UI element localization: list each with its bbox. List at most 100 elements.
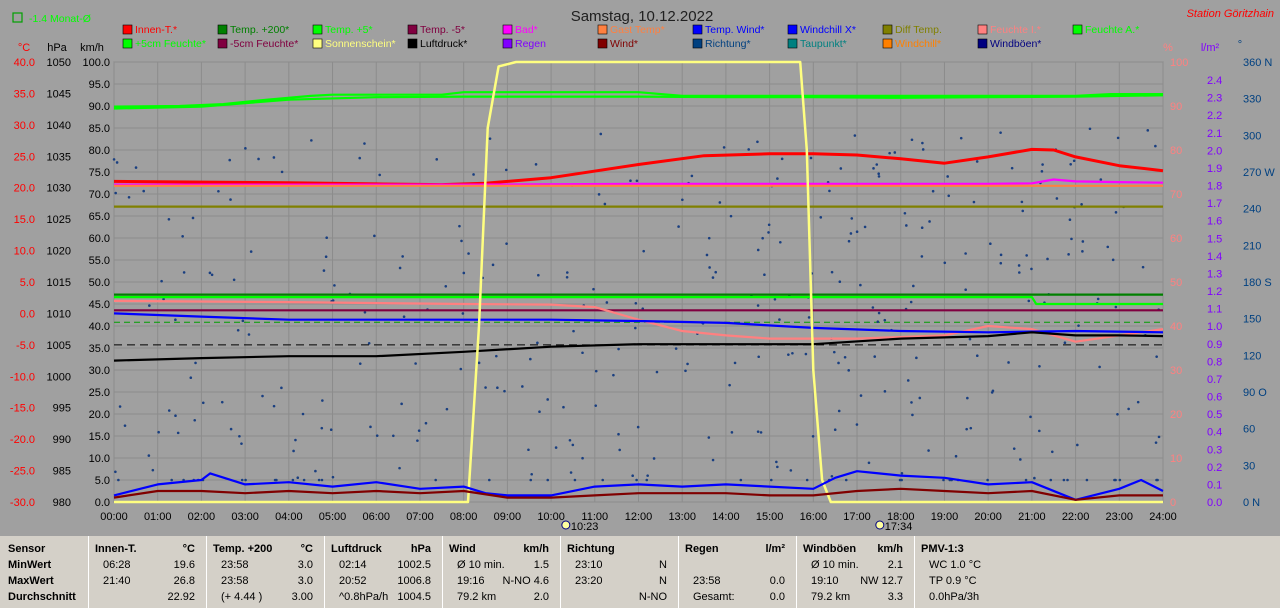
direction-point bbox=[1049, 478, 1053, 482]
direction-point bbox=[565, 276, 569, 279]
direction-point bbox=[1154, 144, 1157, 148]
direction-point bbox=[247, 333, 251, 336]
direction-point bbox=[828, 189, 831, 193]
direction-tick-label: 0 N bbox=[1243, 497, 1260, 509]
direction-point bbox=[849, 232, 853, 235]
x-tick-label: 13:00 bbox=[668, 511, 696, 523]
block-value: 22.92 bbox=[167, 591, 195, 603]
series-line bbox=[114, 178, 1164, 186]
direction-point bbox=[565, 271, 569, 274]
direction-point bbox=[435, 158, 439, 161]
direction-point bbox=[975, 160, 979, 163]
speed-tick-label: 15.0 bbox=[89, 431, 110, 443]
direction-point bbox=[1010, 166, 1014, 170]
block-value-label: 23:58 bbox=[221, 575, 249, 587]
legend-label: Diff Temp. bbox=[895, 24, 942, 36]
direction-point bbox=[867, 461, 871, 465]
station-name: Station Göritzhain bbox=[1187, 8, 1274, 20]
temp-tick-label: 40.0 bbox=[14, 57, 35, 69]
direction-point bbox=[392, 434, 395, 438]
direction-point bbox=[117, 478, 120, 482]
direction-point bbox=[569, 471, 573, 474]
legend-swatch bbox=[597, 24, 608, 35]
legend-swatch bbox=[1072, 24, 1083, 35]
direction-point bbox=[581, 456, 584, 460]
speed-tick-label: 90.0 bbox=[89, 101, 110, 113]
percent-tick-label: 100 bbox=[1170, 57, 1188, 69]
direction-point bbox=[529, 357, 532, 361]
direction-point bbox=[905, 224, 908, 227]
direction-point bbox=[707, 436, 711, 439]
direction-point bbox=[807, 316, 811, 319]
direction-point bbox=[707, 236, 711, 240]
direction-point bbox=[1088, 127, 1092, 131]
direction-point bbox=[1063, 341, 1067, 344]
direction-point bbox=[903, 211, 907, 215]
legend-swatch bbox=[882, 38, 893, 49]
direction-point bbox=[434, 478, 437, 482]
direction-point bbox=[240, 478, 244, 482]
direction-point bbox=[686, 362, 689, 366]
direction-point bbox=[322, 269, 326, 272]
row-label-min: MinWert bbox=[8, 559, 52, 571]
direction-point bbox=[331, 475, 335, 479]
direction-point bbox=[714, 270, 718, 274]
direction-point bbox=[832, 350, 836, 354]
direction-point bbox=[1055, 197, 1059, 200]
direction-point bbox=[1085, 478, 1089, 482]
direction-point bbox=[1070, 237, 1073, 241]
direction-point bbox=[373, 234, 376, 238]
rain-tick-label: 0.1 bbox=[1207, 479, 1222, 491]
temp-tick-label: 15.0 bbox=[14, 214, 35, 226]
direction-point bbox=[534, 163, 538, 166]
direction-point bbox=[174, 318, 177, 321]
direction-point bbox=[888, 151, 891, 155]
direction-point bbox=[114, 470, 117, 474]
block-value: N bbox=[659, 575, 667, 587]
direction-point bbox=[893, 151, 897, 154]
direction-point bbox=[1067, 253, 1070, 256]
direction-tick-label: 150 bbox=[1243, 314, 1261, 326]
direction-point bbox=[488, 137, 492, 140]
direction-point bbox=[238, 434, 241, 438]
direction-point bbox=[931, 189, 935, 193]
direction-point bbox=[910, 401, 913, 404]
direction-point bbox=[167, 218, 171, 221]
x-tick-label: 07:00 bbox=[406, 511, 434, 523]
sunset-marker: 17:34 bbox=[885, 521, 913, 533]
direction-point bbox=[853, 134, 857, 137]
table-block: PMV-1:3 WC 1.0 °C TP 0.9 °C 0.0hPa/3h bbox=[914, 536, 1035, 608]
direction-point bbox=[942, 478, 945, 482]
speed-tick-label: 0.0 bbox=[95, 497, 110, 509]
pressure-tick-label: 1020 bbox=[47, 246, 71, 258]
legend-label: Bad* bbox=[515, 24, 538, 36]
direction-point bbox=[756, 248, 760, 252]
direction-point bbox=[291, 478, 295, 482]
table-block: Richtung 23:10 N 23:20 N N-NO bbox=[560, 536, 675, 608]
speed-tick-label: 5.0 bbox=[95, 475, 110, 487]
direction-point bbox=[546, 398, 549, 401]
direction-tick-label: 180 S bbox=[1243, 277, 1272, 289]
rain-tick-label: 2.3 bbox=[1207, 93, 1222, 105]
direction-tick-label: 210 bbox=[1243, 240, 1261, 252]
direction-point bbox=[1081, 240, 1085, 243]
direction-point bbox=[461, 312, 465, 315]
direction-point bbox=[191, 216, 195, 220]
direction-point bbox=[966, 396, 969, 400]
rain-tick-label: 0.4 bbox=[1207, 427, 1222, 439]
direction-point bbox=[467, 252, 470, 255]
direction-point bbox=[1141, 265, 1145, 269]
direction-point bbox=[635, 179, 639, 183]
direction-point bbox=[756, 430, 760, 433]
direction-point bbox=[631, 474, 634, 478]
x-tick-label: 24:00 bbox=[1149, 511, 1177, 523]
direction-point bbox=[314, 469, 317, 473]
direction-point bbox=[505, 242, 508, 245]
legend-swatch bbox=[787, 24, 798, 35]
direction-point bbox=[646, 474, 649, 477]
pressure-tick-label: 1030 bbox=[47, 183, 71, 195]
block-value-label: 23:58 bbox=[221, 559, 249, 571]
sunrise-icon bbox=[561, 520, 571, 530]
direction-tick-label: 270 W bbox=[1243, 167, 1275, 179]
pressure-tick-label: 1040 bbox=[47, 120, 71, 132]
